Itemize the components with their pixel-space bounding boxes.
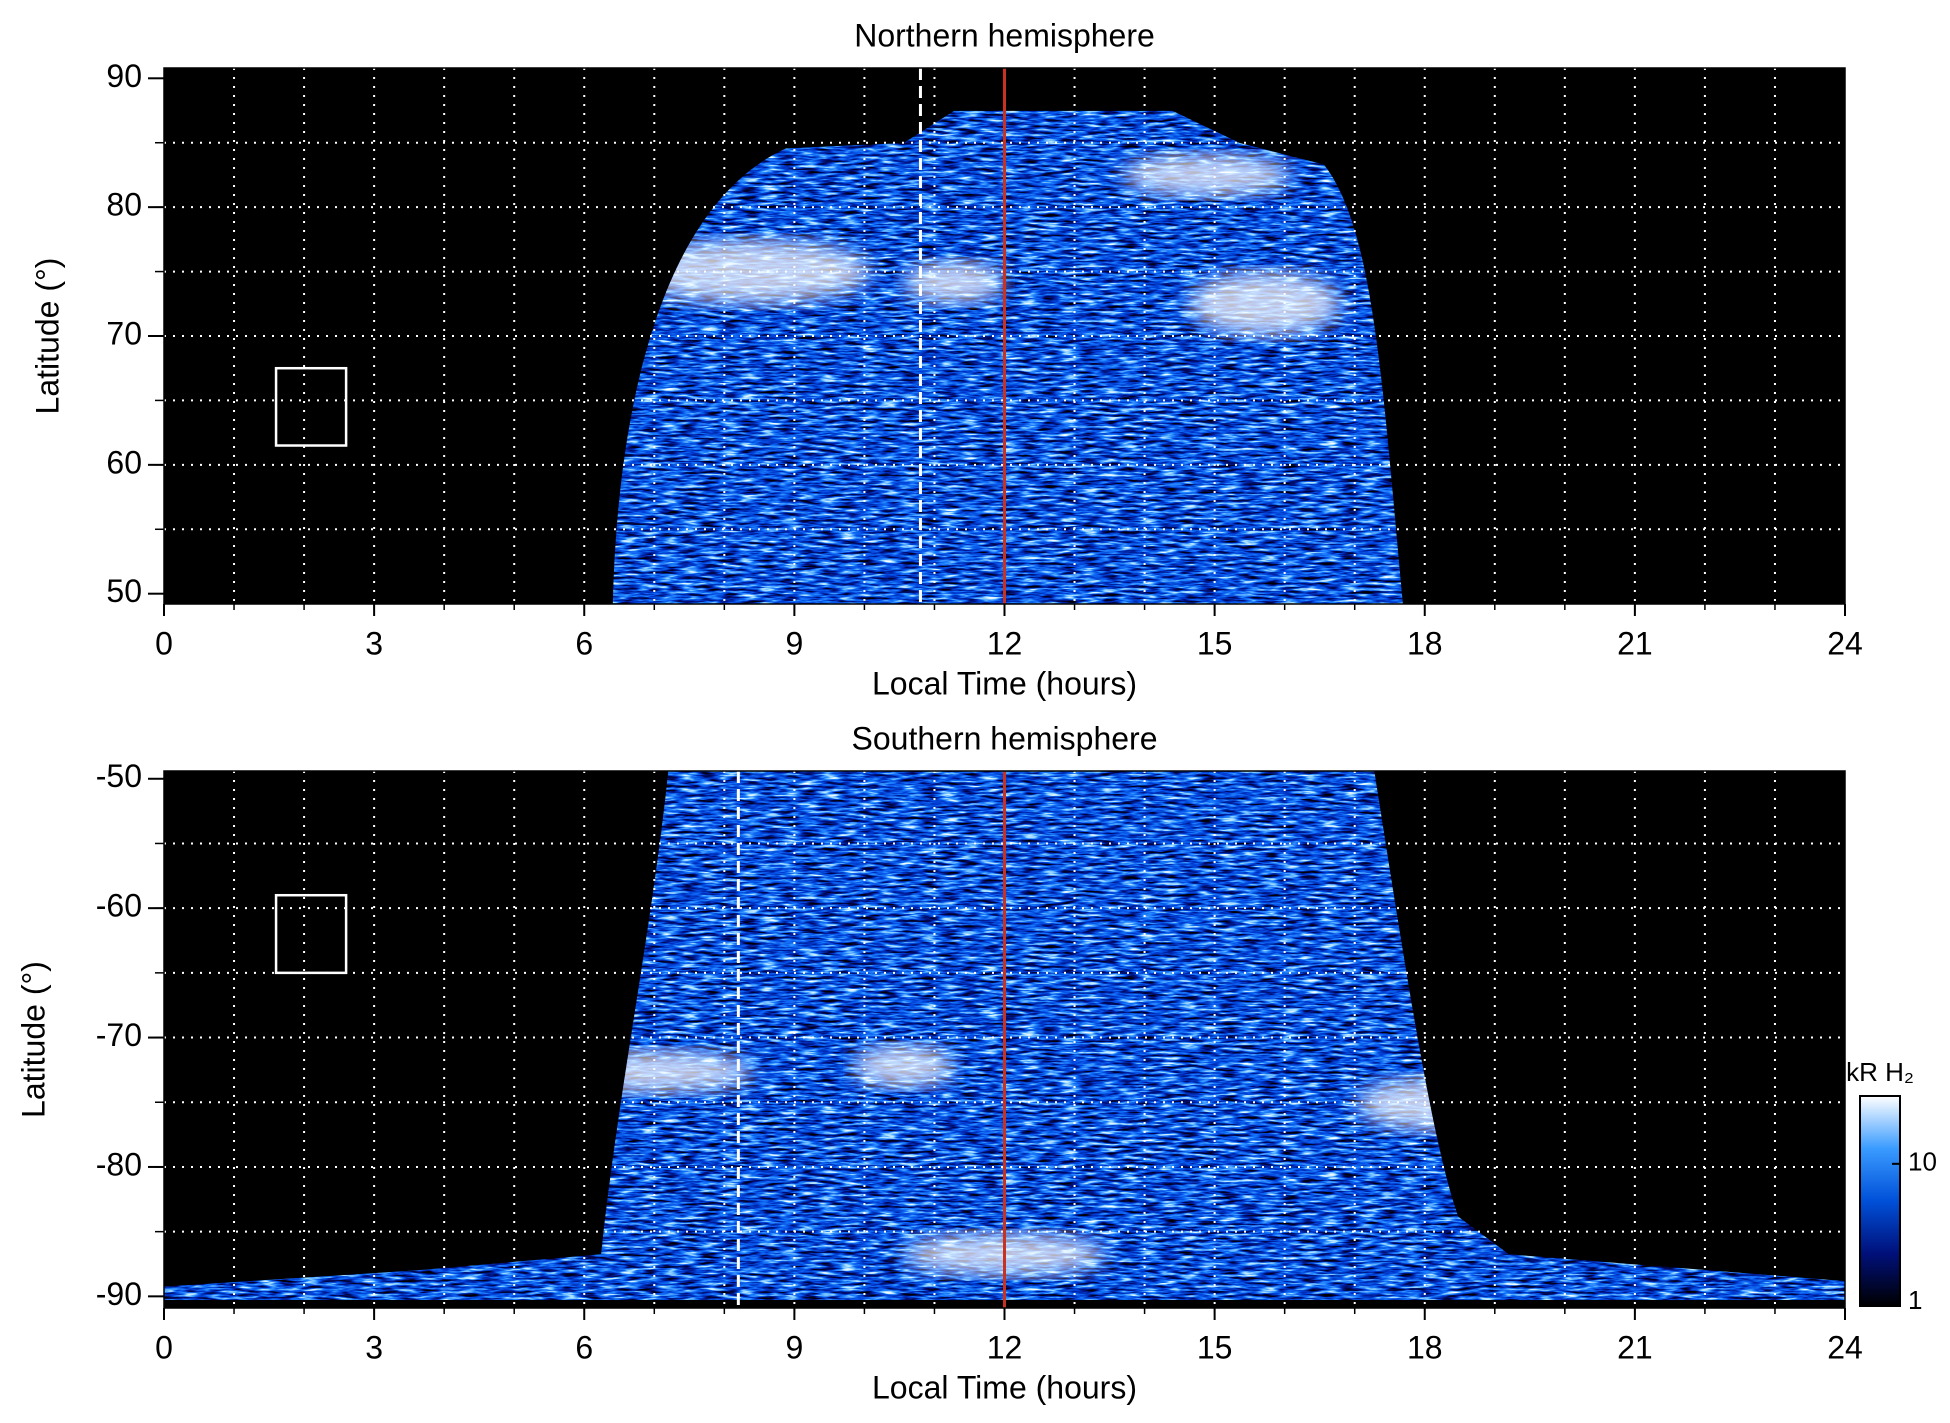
x-tick-label: 9 <box>785 1329 803 1365</box>
bright-band <box>1122 153 1291 197</box>
y-tick-label: -60 <box>96 888 142 924</box>
colorbar-tick-label: 10 <box>1908 1147 1937 1177</box>
x-axis-label: Local Time (hours) <box>872 665 1137 701</box>
x-tick-label: 21 <box>1617 625 1653 661</box>
x-tick-label: 24 <box>1827 625 1863 661</box>
x-tick-label: 3 <box>365 625 383 661</box>
chart-title: Southern hemisphere <box>852 720 1158 756</box>
y-tick-label: 90 <box>106 58 142 94</box>
region-box <box>274 893 348 975</box>
x-axis-label: Local Time (hours) <box>872 1369 1137 1405</box>
bright-band <box>903 260 1005 304</box>
y-tick-label: -50 <box>96 758 142 794</box>
y-tick-label: 50 <box>106 573 142 609</box>
x-tick-label: 18 <box>1407 1329 1443 1365</box>
x-tick-label: 3 <box>365 1329 383 1365</box>
region-box <box>274 366 348 447</box>
x-tick-label: 6 <box>575 625 593 661</box>
x-tick-label: 18 <box>1407 625 1443 661</box>
y-tick-label: 80 <box>106 187 142 223</box>
x-tick-label: 6 <box>575 1329 593 1365</box>
colorbar <box>1859 1095 1901 1307</box>
y-tick-label: -80 <box>96 1146 142 1182</box>
x-tick-label: 21 <box>1617 1329 1653 1365</box>
y-tick-label: -70 <box>96 1017 142 1053</box>
x-tick-label: 12 <box>987 1329 1023 1365</box>
y-tick-label: 60 <box>106 444 142 480</box>
emission-texture <box>612 110 1403 604</box>
y-axis-label: Latitude (°) <box>15 961 51 1118</box>
y-axis-label: Latitude (°) <box>29 258 65 415</box>
x-tick-label: 15 <box>1197 625 1233 661</box>
bright-band <box>853 1044 955 1088</box>
colorbar-label: kR H₂ <box>1846 1057 1914 1087</box>
emission-image <box>612 110 1403 604</box>
chart-title: Northern hemisphere <box>854 17 1155 53</box>
bright-band <box>634 239 871 304</box>
x-tick-label: 9 <box>785 625 803 661</box>
x-tick-label: 15 <box>1197 1329 1233 1365</box>
x-tick-label: 0 <box>155 625 173 661</box>
y-tick-label: -90 <box>96 1276 142 1312</box>
y-tick-label: 70 <box>106 315 142 351</box>
bright-band <box>1189 271 1341 336</box>
x-tick-label: 24 <box>1827 1329 1863 1365</box>
x-tick-label: 0 <box>155 1329 173 1365</box>
x-tick-label: 12 <box>987 625 1023 661</box>
colorbar-tick-label: 1 <box>1908 1285 1922 1315</box>
